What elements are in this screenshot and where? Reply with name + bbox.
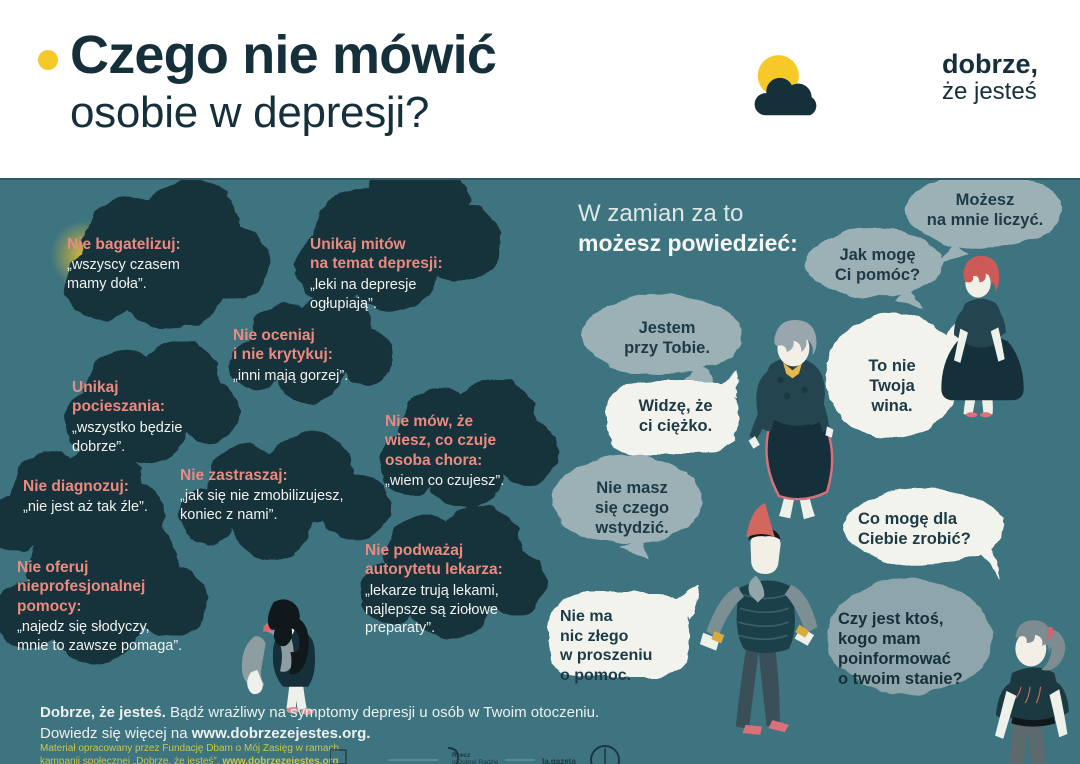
svg-text:Rzecz: Rzecz: [452, 752, 471, 759]
svg-text:la.gazeta: la.gazeta: [542, 757, 576, 764]
svg-text:o Dobrej Radzie: o Dobrej Radzie: [452, 759, 499, 764]
